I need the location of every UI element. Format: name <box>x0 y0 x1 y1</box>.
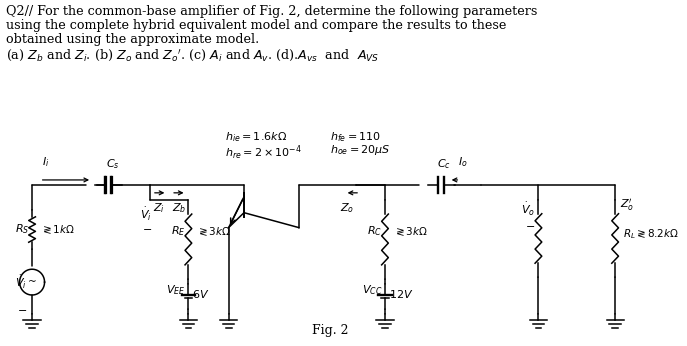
Text: using the complete hybrid equivalent model and compare the results to these: using the complete hybrid equivalent mod… <box>6 19 506 32</box>
Text: $V_{EE}$: $V_{EE}$ <box>166 283 185 297</box>
Text: $6V$: $6V$ <box>192 288 210 300</box>
Text: $I_i$: $I_i$ <box>42 155 49 169</box>
Text: $h_{oe}=20\mu S$: $h_{oe}=20\mu S$ <box>330 143 391 157</box>
Text: $Z_o$: $Z_o$ <box>340 201 354 215</box>
Text: $R_E$: $R_E$ <box>171 225 185 238</box>
Text: $\gtrless 3k\Omega$: $\gtrless 3k\Omega$ <box>196 225 231 238</box>
Text: $12V$: $12V$ <box>389 288 414 300</box>
Text: $\dot{V}_i$: $\dot{V}_i$ <box>140 206 152 223</box>
Text: $\dot{V}_o$: $\dot{V}_o$ <box>521 201 536 218</box>
Text: Q2// For the common-base amplifier of Fig. 2, determine the following parameters: Q2// For the common-base amplifier of Fi… <box>6 5 537 18</box>
Text: $Z_b$: $Z_b$ <box>172 201 186 215</box>
Text: $h_{re}=2\times10^{-4}$: $h_{re}=2\times10^{-4}$ <box>225 143 302 162</box>
Text: $-$: $-$ <box>526 220 536 230</box>
Text: $\dot{V}_i$: $\dot{V}_i$ <box>15 274 27 291</box>
Text: $Z_i$: $Z_i$ <box>153 201 165 215</box>
Text: ~: ~ <box>27 277 36 287</box>
Text: Fig. 2: Fig. 2 <box>312 324 348 337</box>
Text: $-$: $-$ <box>17 304 27 314</box>
Text: $R_C$: $R_C$ <box>367 225 382 238</box>
Text: $Z_o'$: $Z_o'$ <box>620 197 634 213</box>
Text: (a) $Z_b$ and $Z_i$. (b) $Z_o$ and $Z_o{}'$. (c) $A_i$ and $A_v$. (d).$A_{vs}$  : (a) $Z_b$ and $Z_i$. (b) $Z_o$ and $Z_o{… <box>6 47 379 63</box>
Text: $h_{fe}=110$: $h_{fe}=110$ <box>330 130 381 144</box>
Text: $-$: $-$ <box>142 222 152 233</box>
Text: $R_L\gtrless 8.2k\Omega$: $R_L\gtrless 8.2k\Omega$ <box>623 228 679 242</box>
Text: $C_c$: $C_c$ <box>437 157 451 171</box>
Text: $\gtrless 1k\Omega$: $\gtrless 1k\Omega$ <box>40 223 74 236</box>
Text: $I_o$: $I_o$ <box>458 155 468 169</box>
Text: obtained using the approximate model.: obtained using the approximate model. <box>6 33 260 46</box>
Text: $\gtrless 3k\Omega$: $\gtrless 3k\Omega$ <box>393 225 427 238</box>
Text: $C_s$: $C_s$ <box>106 157 120 171</box>
Text: $V_{CC}$: $V_{CC}$ <box>361 283 382 297</box>
Text: $R_S$: $R_S$ <box>15 222 30 236</box>
Text: $h_{ie}=1.6k\Omega$: $h_{ie}=1.6k\Omega$ <box>225 130 287 144</box>
